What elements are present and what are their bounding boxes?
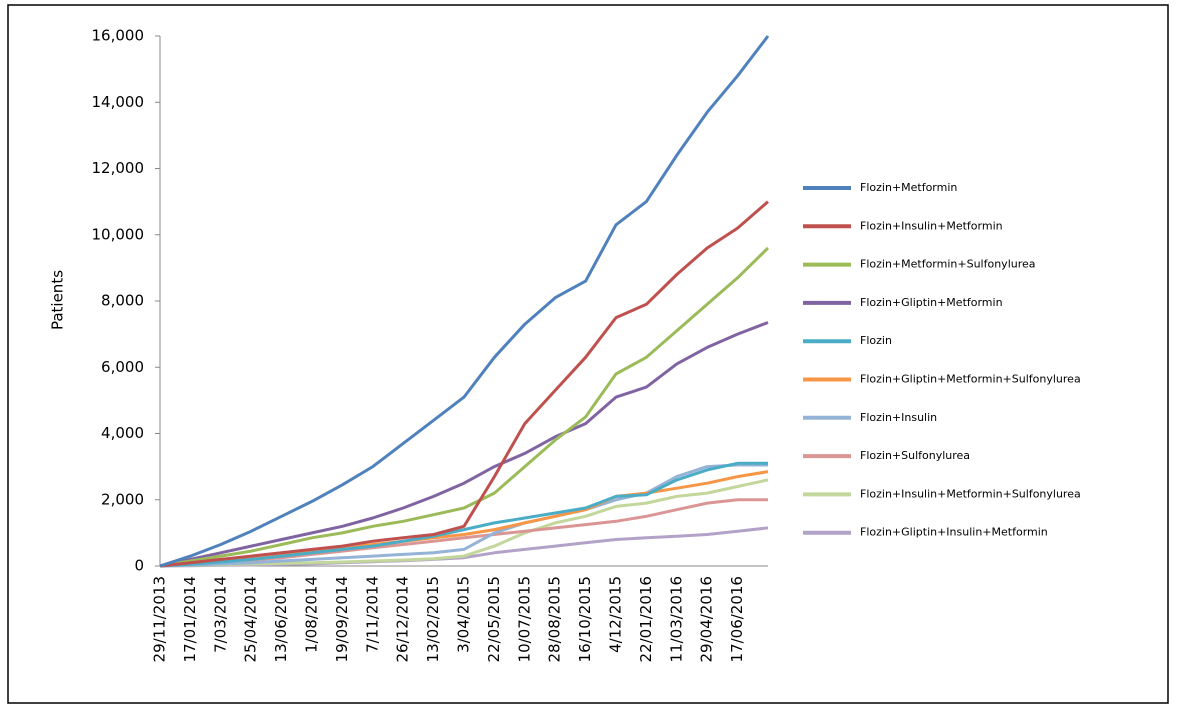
x-tick-label: 29/11/2013 bbox=[151, 576, 169, 662]
y-tick-label: 16,000 bbox=[92, 27, 145, 45]
legend-label: Flozin+Metformin bbox=[860, 181, 957, 194]
x-tick-label: 28/08/2015 bbox=[546, 576, 564, 662]
legend-label: Flozin+Gliptin+Insulin+Metformin bbox=[860, 526, 1048, 539]
series-line bbox=[159, 200, 769, 568]
series-line bbox=[159, 478, 769, 568]
legend-label: Flozin+Gliptin+Metformin bbox=[860, 296, 1003, 309]
series-line bbox=[159, 321, 769, 568]
y-tick-label: 8,000 bbox=[101, 292, 144, 310]
x-tick-label: 17/01/2014 bbox=[181, 576, 199, 662]
series-line bbox=[159, 463, 768, 568]
y-tick-label: 14,000 bbox=[92, 93, 145, 111]
legend-label: Flozin+Gliptin+Metformin+Sulfonylurea bbox=[860, 373, 1081, 386]
legend-label: Flozin bbox=[860, 334, 892, 347]
series-line bbox=[159, 470, 769, 568]
x-tick-label: 25/04/2014 bbox=[242, 576, 260, 662]
x-tick-label: 11/03/2016 bbox=[667, 576, 685, 662]
x-tick-label: 22/05/2015 bbox=[485, 576, 503, 662]
x-tick-label: 3/04/2015 bbox=[455, 576, 473, 653]
series-line bbox=[159, 35, 770, 568]
x-tick-label: 19/09/2014 bbox=[333, 576, 351, 662]
x-tick-label: 10/07/2015 bbox=[515, 576, 533, 662]
y-tick-label: 2,000 bbox=[101, 490, 144, 508]
legend-label: Flozin+Insulin+Metformin bbox=[860, 219, 1003, 232]
y-tick-label: 0 bbox=[134, 557, 144, 575]
x-tick-label: 4/12/2015 bbox=[607, 576, 625, 653]
x-tick-label: 7/03/2014 bbox=[211, 576, 229, 653]
legend-label: Flozin+Sulfonylurea bbox=[860, 449, 970, 462]
y-tick-label: 6,000 bbox=[101, 358, 144, 376]
y-tick-label: 10,000 bbox=[92, 225, 145, 243]
legend-label: Flozin+Insulin bbox=[860, 411, 937, 424]
series-line bbox=[159, 246, 770, 568]
chart-frame bbox=[7, 4, 1169, 704]
y-tick-label: 12,000 bbox=[92, 159, 145, 177]
x-tick-label: 29/04/2016 bbox=[698, 576, 716, 662]
x-tick-label: 22/01/2016 bbox=[637, 576, 655, 662]
x-tick-label: 1/08/2014 bbox=[303, 576, 321, 653]
legend-label: Flozin+Metformin+Sulfonylurea bbox=[860, 258, 1036, 271]
x-tick-label: 17/06/2016 bbox=[728, 576, 746, 662]
y-tick-label: 4,000 bbox=[101, 424, 144, 442]
x-tick-label: 13/02/2015 bbox=[424, 576, 442, 662]
x-tick-label: 13/06/2014 bbox=[272, 576, 290, 662]
x-tick-label: 16/10/2015 bbox=[576, 576, 594, 662]
y-axis-label: Patients bbox=[49, 270, 67, 330]
x-tick-label: 26/12/2014 bbox=[394, 576, 412, 662]
x-tick-label: 7/11/2014 bbox=[363, 576, 381, 653]
legend-label: Flozin+Insulin+Metformin+Sulfonylurea bbox=[860, 487, 1081, 500]
series-line bbox=[159, 461, 768, 568]
